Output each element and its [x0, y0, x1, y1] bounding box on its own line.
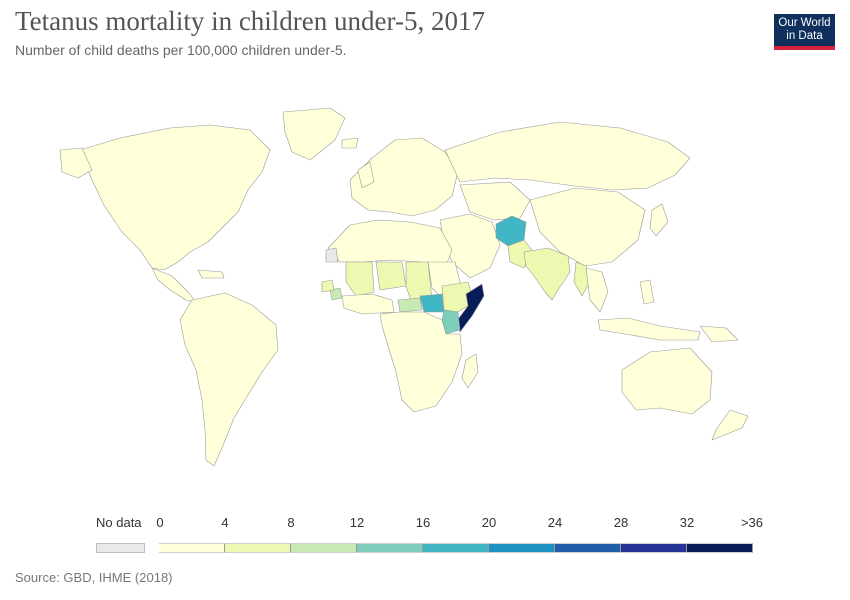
legend-tick-label: 28 — [613, 515, 629, 530]
logo-line-1: Our World — [778, 17, 831, 29]
legend-tick-label: 8 — [287, 515, 295, 530]
legend-tick-label: 16 — [415, 515, 431, 530]
region-china[interactable] — [529, 187, 646, 267]
owid-logo[interactable]: Our World in Data — [774, 14, 835, 50]
legend-swatch-0[interactable] — [159, 543, 225, 553]
region-somalia[interactable] — [455, 283, 485, 333]
region-niger[interactable] — [375, 261, 407, 291]
region-madagascar[interactable] — [461, 353, 479, 389]
region-india[interactable] — [523, 247, 571, 301]
region-central-america[interactable] — [151, 267, 197, 303]
region-southern-africa[interactable] — [379, 311, 463, 413]
region-russia[interactable] — [444, 121, 691, 191]
legend-tick-label: 32 — [679, 515, 695, 530]
region-greenland[interactable] — [282, 107, 346, 161]
region-guinea[interactable] — [321, 279, 335, 293]
legend-swatch-5[interactable] — [489, 543, 555, 553]
region-philippines[interactable] — [639, 279, 655, 305]
region-sierra-leone[interactable] — [329, 287, 343, 301]
region-west-africa[interactable] — [341, 293, 395, 315]
legend-tick-label: 0 — [156, 515, 164, 530]
legend-swatch-3[interactable] — [357, 543, 423, 553]
legend-swatch-2[interactable] — [291, 543, 357, 553]
region-se-asia[interactable] — [585, 267, 609, 313]
region-south-sudan[interactable] — [419, 293, 445, 313]
legend-tick-label: 24 — [547, 515, 563, 530]
legend-swatch-8[interactable] — [687, 543, 753, 553]
source-note: Source: GBD, IHME (2018) — [15, 570, 173, 585]
legend-swatch-6[interactable] — [555, 543, 621, 553]
region-ethiopia[interactable] — [441, 281, 475, 313]
region-japan[interactable] — [649, 203, 669, 237]
legend-swatch-1[interactable] — [225, 543, 291, 553]
region-central-african-republic[interactable] — [397, 297, 423, 313]
legend-no-data-swatch[interactable] — [96, 543, 145, 553]
region-south-america[interactable] — [179, 292, 279, 467]
world-map[interactable] — [0, 85, 850, 485]
region-indonesia[interactable] — [597, 317, 701, 341]
legend-tick-label: 20 — [481, 515, 497, 530]
legend-swatch-4[interactable] — [423, 543, 489, 553]
legend-tick-label: 4 — [221, 515, 229, 530]
chart-title: Tetanus mortality in children under-5, 2… — [15, 6, 485, 36]
region-north-africa[interactable] — [327, 219, 453, 267]
legend-tick-label: 12 — [349, 515, 365, 530]
region-caribbean[interactable] — [197, 269, 225, 279]
region-iceland[interactable] — [341, 137, 359, 149]
logo-line-2: in Data — [786, 30, 823, 42]
region-australia[interactable] — [621, 347, 713, 415]
region-new-zealand[interactable] — [711, 409, 749, 441]
region-north-america[interactable] — [79, 124, 271, 271]
region-uk[interactable] — [357, 161, 375, 189]
legend-no-data-label: No data — [96, 515, 142, 530]
region-myanmar[interactable] — [573, 261, 591, 297]
region-kenya[interactable] — [441, 309, 461, 335]
region-central-asia[interactable] — [459, 181, 531, 221]
region-europe[interactable] — [349, 137, 459, 217]
region-alaska[interactable] — [59, 147, 93, 179]
region-mali[interactable] — [345, 261, 375, 297]
chart-subtitle: Number of child deaths per 100,000 child… — [15, 42, 347, 58]
region-papua-new-guinea[interactable] — [699, 325, 739, 343]
legend-tick-label: >36 — [740, 515, 764, 530]
region-western-sahara[interactable] — [325, 247, 339, 263]
legend-swatch-7[interactable] — [621, 543, 687, 553]
legend-color-scale[interactable] — [159, 543, 753, 553]
